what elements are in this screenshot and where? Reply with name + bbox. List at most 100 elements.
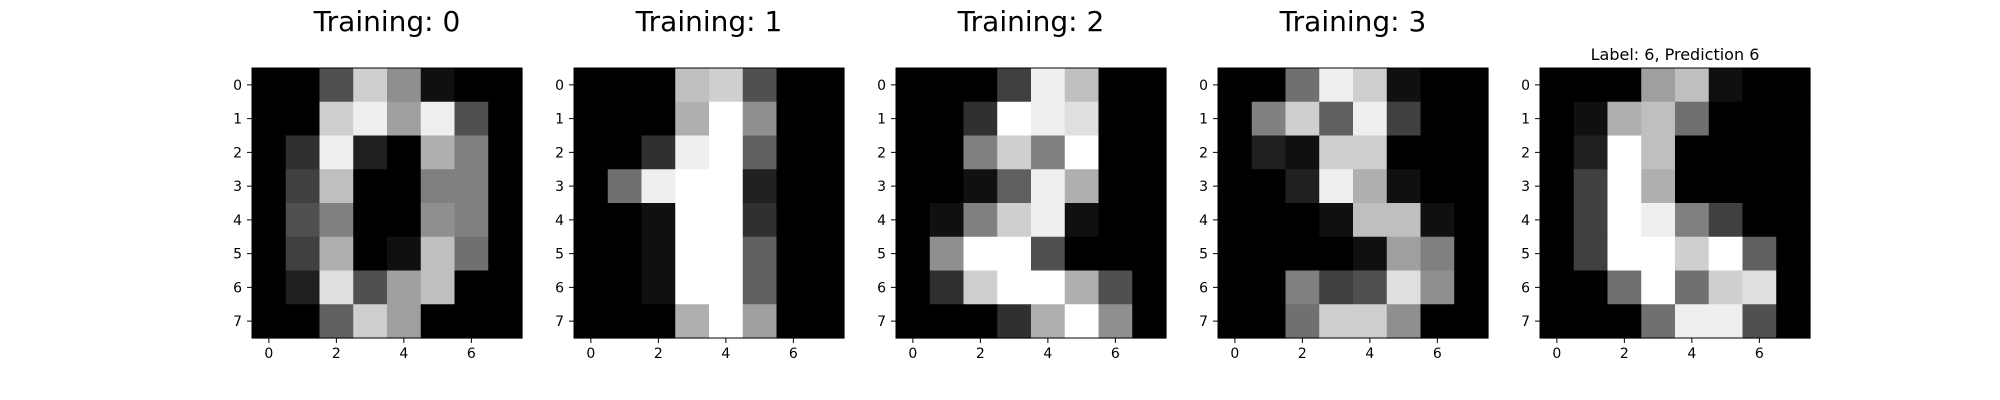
pixel-cell — [1251, 169, 1287, 204]
pixel-cell — [1098, 236, 1133, 272]
pixel-cell — [1098, 135, 1133, 170]
pixel-cell — [607, 236, 643, 272]
pixel-cell — [997, 101, 1032, 137]
pixel-cell — [420, 135, 456, 170]
pixel-cell — [1641, 203, 1676, 238]
pixel-cell — [1573, 236, 1609, 272]
pixel-cell — [929, 135, 965, 170]
pixel-cell — [1319, 304, 1354, 339]
pixel-cell — [1218, 169, 1253, 204]
pixel-cell — [1031, 304, 1066, 339]
pixel-cell — [488, 236, 523, 272]
pixel-cell — [1641, 135, 1676, 170]
pixel-cell — [1708, 68, 1744, 103]
pixel-cell — [1540, 304, 1575, 339]
pixel-cell — [742, 169, 778, 204]
pixel-cell — [1386, 135, 1422, 170]
pixel-cell — [997, 169, 1032, 204]
pixel-cell — [1641, 169, 1676, 204]
pixel-cell — [454, 203, 489, 238]
pixel-cell — [1386, 203, 1422, 238]
y-tick-label: 0 — [1521, 78, 1530, 94]
digit-panel: Training: 0 0 2 4 6 0 1 2 3 4 5 6 7 — [233, 5, 523, 362]
pixel-cell — [1607, 135, 1642, 170]
pixel-cell — [776, 304, 811, 339]
pixel-cell — [1031, 68, 1066, 103]
y-tick-label: 3 — [1199, 179, 1208, 195]
x-tick-label: 6 — [467, 346, 476, 362]
pixel-cell — [675, 270, 710, 305]
pixel-cell — [1285, 135, 1320, 170]
pixel-cell — [1776, 236, 1811, 272]
pixel-cell — [776, 169, 811, 204]
pixel-cell — [1132, 169, 1167, 204]
pixel-cell — [1218, 304, 1253, 339]
pixel-cell — [319, 236, 354, 272]
pixel-cell — [454, 304, 489, 339]
pixel-cell — [353, 203, 388, 238]
y-tick-label: 2 — [233, 145, 242, 161]
pixel-cell — [1607, 203, 1642, 238]
pixel-cell — [1386, 101, 1422, 137]
pixel-cell — [353, 135, 388, 170]
pixel-cell — [1132, 135, 1167, 170]
pixel-cell — [963, 236, 998, 272]
pixel-cell — [810, 270, 845, 305]
pixel-cell — [607, 203, 643, 238]
axes-frame — [895, 67, 1167, 339]
pixel-cell — [1742, 304, 1777, 339]
pixel-cell — [574, 135, 609, 170]
pixel-cell — [574, 68, 609, 103]
pixel-cell — [709, 270, 744, 305]
x-tick-label: 6 — [1433, 346, 1442, 362]
pixel-cell — [641, 68, 676, 103]
pixel-cell — [454, 236, 489, 272]
pixel-cell — [387, 101, 422, 137]
pixel-cell — [1454, 101, 1489, 137]
pixel-cell — [675, 304, 710, 339]
pixel-cell — [1353, 101, 1388, 137]
pixel-cell — [776, 101, 811, 137]
pixel-cell — [1064, 68, 1100, 103]
pixel-cell — [1353, 169, 1388, 204]
digit-panel: Training: 1 0 2 4 6 0 1 2 3 4 5 6 7 — [555, 5, 845, 362]
y-tick-label: 2 — [1199, 145, 1208, 161]
pixel-cell — [1064, 203, 1100, 238]
pixel-cell — [810, 236, 845, 272]
pixel-cell — [1675, 203, 1710, 238]
pixel-cell — [641, 135, 676, 170]
pixel-cell — [1353, 304, 1388, 339]
x-tick-label: 2 — [332, 346, 341, 362]
y-tick-label: 3 — [233, 179, 242, 195]
pixel-cell — [1420, 270, 1455, 305]
pixel-cell — [1420, 169, 1455, 204]
pixel-cell — [420, 169, 456, 204]
pixel-cell — [1776, 68, 1811, 103]
pixel-cell — [420, 101, 456, 137]
pixel-cell — [285, 101, 321, 137]
pixel-cell — [1454, 236, 1489, 272]
pixel-cell — [963, 68, 998, 103]
pixel-cell — [252, 169, 287, 204]
pixel-cell — [319, 270, 354, 305]
y-tick-label: 5 — [1199, 247, 1208, 263]
pixel-cell — [929, 236, 965, 272]
pixel-cell — [574, 270, 609, 305]
pixel-cell — [1454, 270, 1489, 305]
pixel-cell — [319, 169, 354, 204]
panel-title: Training: 2 — [957, 5, 1105, 38]
x-tick-label: 4 — [721, 346, 730, 362]
pixel-cell — [1251, 304, 1287, 339]
pixel-cell — [896, 304, 931, 339]
pixel-cell — [488, 169, 523, 204]
x-tick-label: 2 — [654, 346, 663, 362]
pixel-cell — [1573, 169, 1609, 204]
pixel-cell — [1573, 101, 1609, 137]
x-tick-label: 0 — [586, 346, 595, 362]
x-tick-label: 6 — [789, 346, 798, 362]
axes-frame — [251, 67, 523, 339]
pixel-cell — [1708, 270, 1744, 305]
pixel-cell — [1319, 270, 1354, 305]
pixel-cell — [1251, 68, 1287, 103]
pixel-cell — [742, 68, 778, 103]
